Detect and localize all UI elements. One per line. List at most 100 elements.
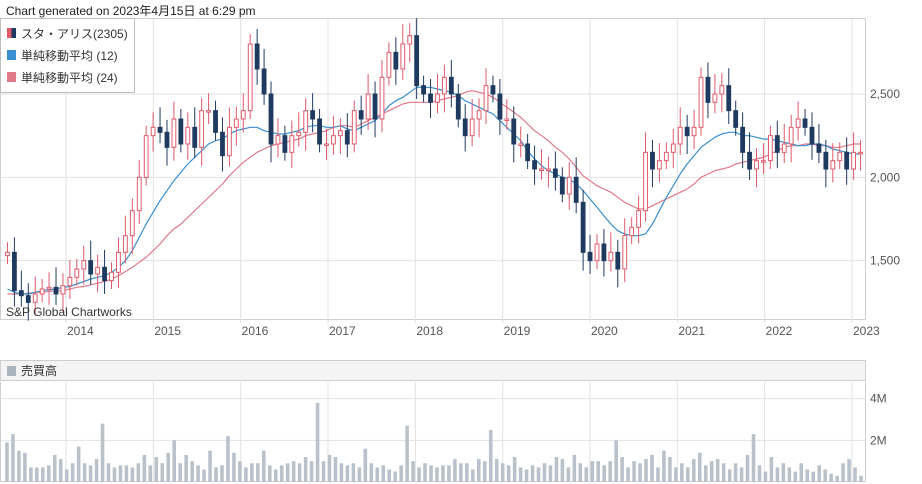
volume-bar xyxy=(680,463,684,482)
candle-body xyxy=(185,126,191,145)
candle-body xyxy=(81,260,87,270)
candle-body xyxy=(774,135,780,153)
volume-bar xyxy=(709,461,714,482)
candle-body xyxy=(650,151,655,170)
candle-body xyxy=(95,266,101,275)
volume-bar xyxy=(542,463,547,482)
volume-bar xyxy=(279,465,284,482)
x-tick-label: 2022 xyxy=(766,324,793,338)
volume-bar xyxy=(88,465,93,482)
volume-bar xyxy=(512,457,517,482)
volume-bar xyxy=(333,457,338,482)
candle-body xyxy=(608,251,614,262)
y-tick-label: 1,500 xyxy=(870,254,900,268)
candle-body xyxy=(552,168,558,178)
volume-bar xyxy=(381,465,386,482)
candle-body xyxy=(462,118,468,137)
volume-bar xyxy=(244,467,248,482)
candle-body xyxy=(518,143,524,146)
candle-body xyxy=(525,143,531,162)
volume-bar xyxy=(11,434,15,482)
volume-bar xyxy=(620,457,624,482)
candle-body xyxy=(663,151,669,162)
volume-bar xyxy=(494,459,499,482)
volume-bar xyxy=(297,463,302,482)
volume-bar xyxy=(614,440,618,482)
candle-body xyxy=(386,51,392,78)
candle-body xyxy=(490,85,496,95)
candle-body xyxy=(740,126,746,153)
legend-label-sma24: 単純移動平均 (24) xyxy=(21,70,118,85)
volume-bar xyxy=(662,450,666,482)
volume-bar xyxy=(23,452,27,482)
volume-swatch-icon xyxy=(7,365,16,376)
volume-bar xyxy=(190,461,194,482)
candle-body xyxy=(802,118,808,128)
volume-bar xyxy=(506,465,511,482)
volume-bar xyxy=(500,463,505,482)
volume-bar xyxy=(405,425,409,482)
candle-body xyxy=(32,293,38,303)
volume-bar xyxy=(578,463,583,482)
volume-bar xyxy=(453,459,457,482)
volume-bar xyxy=(208,450,212,482)
candle-body xyxy=(254,43,260,70)
candle-body xyxy=(268,93,274,145)
y-tick-label: 2,500 xyxy=(870,87,900,101)
candle-body xyxy=(539,168,544,171)
candle-body xyxy=(372,93,378,120)
volume-bar xyxy=(76,446,81,482)
candle-body xyxy=(566,176,572,195)
candle-body xyxy=(351,110,357,145)
candle-body xyxy=(580,201,586,253)
candle-body xyxy=(358,110,364,120)
volume-bar xyxy=(733,463,738,482)
volume-bar xyxy=(692,459,696,482)
volume-bar xyxy=(124,465,129,482)
candle-swatch-icon xyxy=(7,28,16,38)
volume-bar xyxy=(130,467,135,482)
candle-body xyxy=(601,243,607,262)
volume-bar xyxy=(644,459,648,482)
candle-body xyxy=(303,110,309,133)
volume-bar xyxy=(142,454,147,482)
volume-bar xyxy=(584,467,589,482)
candle-body xyxy=(469,118,475,137)
candle-body xyxy=(53,286,59,295)
volume-bar xyxy=(805,469,810,482)
volume-bar xyxy=(357,467,362,482)
candle-body xyxy=(116,251,121,273)
x-tick-label: 2019 xyxy=(504,324,531,338)
legend-item-price[interactable]: スタ・アリス(2305) xyxy=(7,22,128,44)
volume-bar xyxy=(757,465,762,482)
volume-bar xyxy=(285,463,290,482)
candle-body xyxy=(844,151,850,170)
volume-bar xyxy=(841,463,845,482)
volume-bar xyxy=(423,463,427,482)
volume-bar xyxy=(817,465,821,482)
volume-bar xyxy=(64,469,69,482)
volume-bar xyxy=(781,463,786,482)
volume-bar xyxy=(94,459,99,482)
volume-bar xyxy=(793,471,798,482)
candle-body xyxy=(809,126,815,145)
volume-bar xyxy=(321,461,326,482)
volume-bar xyxy=(590,461,595,482)
candle-body xyxy=(781,143,787,153)
candle-body xyxy=(88,260,94,275)
candle-body xyxy=(46,286,52,290)
legend-item-sma12[interactable]: 単純移動平均 (12) xyxy=(7,44,128,66)
volume-bar xyxy=(5,442,9,482)
candle-body xyxy=(573,176,579,203)
volume-bar xyxy=(536,467,541,482)
volume-bar xyxy=(823,469,827,482)
candle-body xyxy=(851,151,857,170)
volume-bar xyxy=(447,465,451,482)
x-tick-label: 2017 xyxy=(329,324,356,338)
volume-bar xyxy=(393,471,397,482)
candle-body xyxy=(677,126,683,145)
candle-body xyxy=(150,126,156,137)
volume-bar xyxy=(572,454,577,482)
data-source-credit: S&P Global Chartworks xyxy=(6,305,132,319)
legend-item-sma24[interactable]: 単純移動平均 (24) xyxy=(7,66,128,88)
